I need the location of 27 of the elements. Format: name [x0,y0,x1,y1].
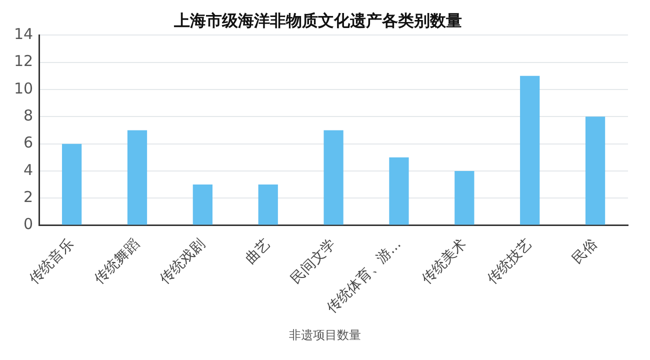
x-tick-label: 民间文学 [288,236,339,288]
bar [62,144,82,225]
x-tick-label: 传统戏剧 [157,236,208,288]
bar [389,157,409,225]
bar [324,130,344,225]
bar [454,170,474,225]
bar [258,184,278,225]
y-tick-label: 8 [24,106,34,125]
x-tick-label: 民俗 [570,236,601,268]
x-tick-label: 传统技艺 [484,236,536,288]
y-tick-label: 4 [24,160,34,179]
y-tick-label: 10 [14,79,34,98]
bar [192,184,212,225]
x-tick-label: 传统美术 [418,236,470,288]
y-tick-label: 2 [24,188,34,206]
text: 非遗项目数量 [289,328,361,342]
y-tick-label: 0 [24,215,34,234]
x-tick-label: 传统舞蹈 [92,236,143,288]
y-tick-label: 12 [14,52,34,70]
chart-title: 上海市级海洋非物质文化遗产各类别数量 [173,10,462,30]
bar [127,130,148,225]
y-tick-label: 14 [14,25,34,44]
bar [520,76,540,225]
y-tick-label: 6 [24,134,34,152]
x-tick-label: 曲艺 [242,236,274,268]
x-tick-label: 传统音乐 [26,236,78,288]
bar [585,116,606,225]
